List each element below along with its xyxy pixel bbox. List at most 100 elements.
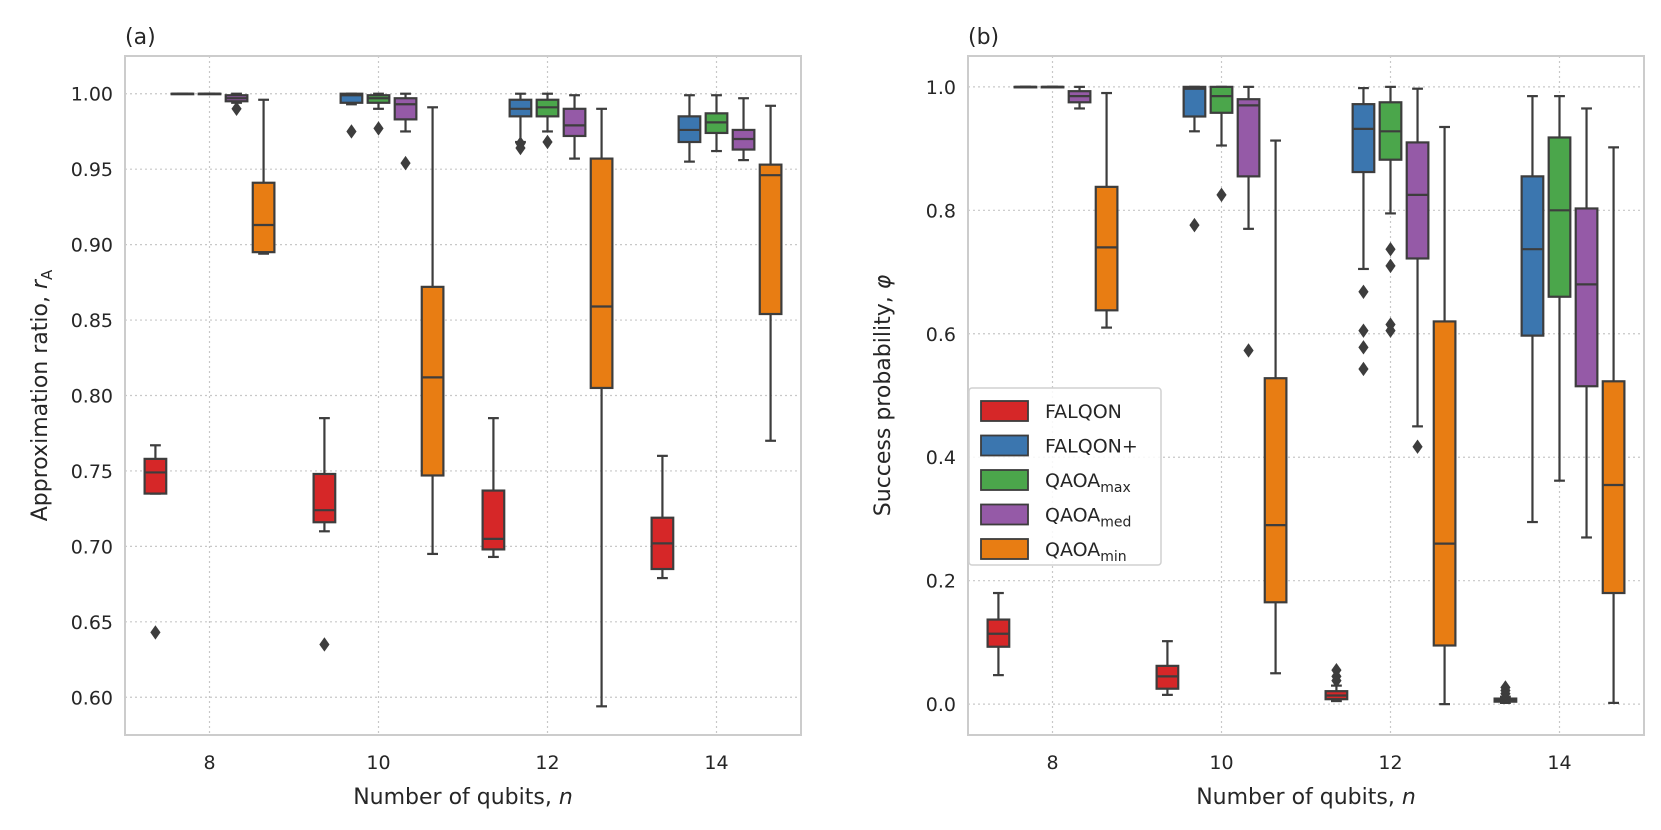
box-FALQON-n14 bbox=[1493, 680, 1518, 705]
outlier-point bbox=[400, 155, 411, 171]
box-body bbox=[589, 157, 614, 390]
legend-label-QAOA_min: QAOAmin bbox=[1045, 539, 1127, 565]
box-QAOA_max-n14 bbox=[1547, 95, 1572, 482]
box-body bbox=[1236, 98, 1261, 178]
box-body bbox=[420, 285, 445, 477]
box-body bbox=[1263, 377, 1288, 604]
y-tick-label: 1.00 bbox=[71, 84, 113, 106]
outlier-point bbox=[515, 136, 526, 151]
outlier-point bbox=[319, 637, 330, 652]
axes-frame bbox=[124, 55, 802, 736]
box-QAOA_max-n10 bbox=[366, 92, 391, 136]
box-QAOA_min-n14 bbox=[1601, 146, 1626, 705]
x-tick-label: 8 bbox=[203, 752, 215, 774]
box-QAOA_min-n10 bbox=[1263, 139, 1288, 675]
box-QAOA_med-n8 bbox=[1067, 85, 1092, 110]
outlier-point bbox=[1385, 317, 1396, 332]
y-tick-label: 0.8 bbox=[926, 200, 956, 222]
outlier-point bbox=[150, 625, 161, 640]
box-QAOA_med-n12 bbox=[562, 94, 587, 160]
box-body bbox=[1351, 103, 1376, 174]
box-QAOA_min-n14 bbox=[758, 104, 783, 442]
box-body bbox=[393, 97, 418, 121]
box-body bbox=[1182, 85, 1207, 118]
panel-a: 0.60 0.65 0.70 0.75 0.80 0.85 0.90 0.95 1.00 8 10 1… bbox=[28, 25, 802, 810]
panel-label: (a) bbox=[125, 25, 156, 50]
box-FALQON-n12 bbox=[481, 417, 506, 559]
box-body bbox=[1601, 380, 1626, 595]
x-tick-label: 14 bbox=[1547, 752, 1571, 774]
box-FALQON-n10 bbox=[312, 417, 337, 652]
box-QAOA_max-n14 bbox=[704, 94, 729, 153]
y-tick-label: 0.60 bbox=[71, 687, 113, 709]
y-tick-label: 0.6 bbox=[926, 324, 956, 346]
box-QAOA_med-n14 bbox=[731, 97, 756, 162]
box-QAOA_min-n8 bbox=[1094, 91, 1119, 329]
box-body bbox=[1574, 207, 1599, 388]
box-body bbox=[1547, 136, 1572, 298]
x-axis-label: Number of qubits, n bbox=[1196, 785, 1416, 810]
x-tick-label: 12 bbox=[535, 752, 559, 774]
y-tick-label: 1.0 bbox=[926, 77, 956, 99]
x-tick-label: 12 bbox=[1378, 752, 1402, 774]
box-FALQON-n8 bbox=[143, 444, 168, 640]
box-body bbox=[339, 92, 364, 104]
outlier-point bbox=[1358, 340, 1369, 355]
panel-label: (b) bbox=[968, 25, 999, 50]
box-QAOA_max-n12 bbox=[1378, 85, 1403, 338]
legend-swatch-QAOA_med bbox=[980, 503, 1029, 526]
legend: FALQON FALQON+ QAOAmax QAOAmed QAOAmin bbox=[968, 387, 1162, 566]
box-body bbox=[1405, 141, 1430, 260]
outlier-point bbox=[1500, 680, 1511, 695]
y-axis-label: Approximation ratio, rA bbox=[28, 269, 56, 521]
legend-label-FALQON+: FALQON+ bbox=[1045, 436, 1138, 458]
box-FALQON-n14 bbox=[650, 454, 675, 580]
box-body bbox=[562, 107, 587, 138]
box-FALQON+-n8 bbox=[1013, 85, 1038, 89]
box-QAOA_med-n10 bbox=[393, 92, 418, 171]
panel-b: 0.0 0.2 0.4 0.6 0.8 1.0 8 10 12 14 Number of qubit… bbox=[871, 25, 1645, 810]
outlier-point bbox=[373, 121, 384, 136]
box-QAOA_max-n8 bbox=[197, 92, 222, 96]
legend-label-QAOA_max: QAOAmax bbox=[1045, 470, 1131, 496]
box-FALQON+-n10 bbox=[339, 92, 364, 139]
box-body bbox=[481, 489, 506, 551]
box-FALQON+-n12 bbox=[508, 92, 533, 156]
legend-label-QAOA_med: QAOAmed bbox=[1045, 505, 1131, 531]
box-QAOA_min-n12 bbox=[1432, 125, 1457, 706]
y-tick-label: 0.75 bbox=[71, 461, 113, 483]
outlier-point bbox=[1358, 284, 1369, 299]
box-body bbox=[312, 472, 337, 524]
box-body bbox=[758, 163, 783, 316]
box-QAOA_min-n12 bbox=[589, 107, 614, 708]
x-tick-label: 10 bbox=[366, 752, 390, 774]
box-body bbox=[143, 457, 168, 495]
box-FALQON+-n14 bbox=[677, 94, 702, 163]
box-body bbox=[1432, 320, 1457, 647]
box-FALQON+-n10 bbox=[1182, 85, 1207, 233]
y-tick-label: 0.90 bbox=[71, 235, 113, 257]
axes-frame bbox=[967, 55, 1645, 736]
outlier-point bbox=[346, 124, 357, 139]
box-FALQON+-n8 bbox=[170, 92, 195, 96]
box-FALQON+-n14 bbox=[1520, 95, 1545, 524]
x-tick-label: 10 bbox=[1209, 752, 1233, 774]
box-QAOA_max-n8 bbox=[1040, 85, 1065, 89]
y-tick-label: 0.2 bbox=[926, 571, 956, 593]
outlier-point bbox=[1216, 187, 1227, 203]
outlier-point bbox=[1385, 242, 1396, 257]
box-FALQON+-n12 bbox=[1351, 86, 1376, 377]
legend-swatch-QAOA_min bbox=[980, 538, 1029, 560]
y-axis-label: Success probability, φ bbox=[871, 274, 896, 516]
outlier-point bbox=[1243, 343, 1254, 358]
outlier-point bbox=[231, 101, 242, 117]
y-tick-label: 0.85 bbox=[71, 310, 113, 332]
box-body bbox=[1094, 185, 1119, 312]
box-QAOA_min-n10 bbox=[420, 106, 445, 556]
legend-swatch-FALQON+ bbox=[980, 434, 1029, 457]
box-QAOA_med-n8 bbox=[224, 92, 249, 117]
outlier-point bbox=[1358, 323, 1369, 338]
box-QAOA_min-n8 bbox=[251, 98, 276, 255]
x-axis-label: Number of qubits, n bbox=[353, 785, 573, 810]
box-FALQON-n10 bbox=[1155, 640, 1180, 696]
